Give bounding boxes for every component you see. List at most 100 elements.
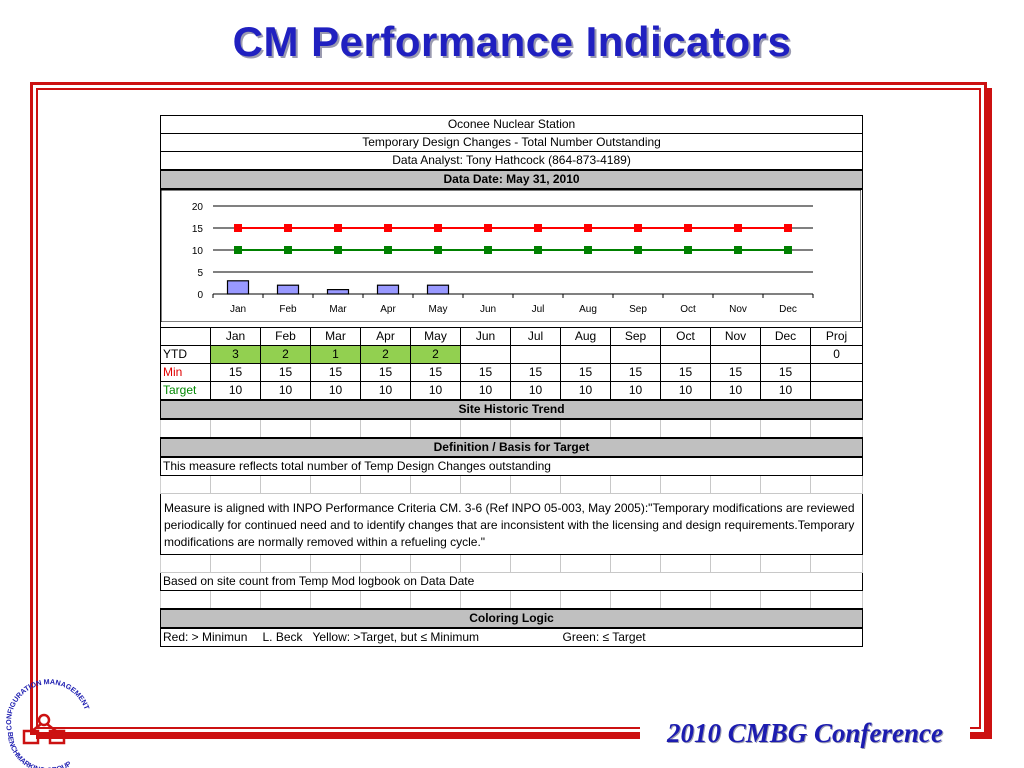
y-tick-label: 15 xyxy=(192,224,204,235)
series-marker xyxy=(784,246,792,254)
series-marker xyxy=(284,224,292,232)
series-marker xyxy=(434,246,442,254)
min-cell: 15 xyxy=(760,363,811,382)
min-cell: 15 xyxy=(510,363,561,382)
blank-cell xyxy=(660,418,711,439)
blank-cell xyxy=(660,590,711,610)
x-tick-label: Aug xyxy=(579,304,597,315)
indicator-name: Temporary Design Changes - Total Number … xyxy=(159,133,864,152)
min-cell: 15 xyxy=(210,363,261,382)
blank-cell xyxy=(160,590,211,610)
series-marker xyxy=(484,246,492,254)
blank-cell xyxy=(660,554,711,573)
ytd-bar xyxy=(276,284,300,295)
ytd-proj-cell: 0 xyxy=(809,345,864,364)
ytd-row: YTD 3 2 1 2 2 0 xyxy=(160,345,864,364)
month-header: Sep xyxy=(610,327,661,346)
min-row: Min 15 15 15 15 15 15 15 15 15 15 15 15 xyxy=(160,363,864,382)
target-cell: 10 xyxy=(510,381,561,401)
blank-cell xyxy=(510,590,561,610)
series-marker xyxy=(384,246,392,254)
series-marker xyxy=(534,224,542,232)
series-marker xyxy=(284,246,292,254)
footer-conference: 2010 CMBG Conference xyxy=(667,718,943,748)
blank-cell xyxy=(410,418,461,439)
min-cell: 15 xyxy=(610,363,661,382)
proj-header: Proj xyxy=(809,327,864,346)
data-analyst: Data Analyst: Tony Hathcock (864-873-418… xyxy=(159,151,864,171)
x-tick-label: Nov xyxy=(729,304,747,315)
chart-cell: 0 5 10 15 20 Jan Feb Mar Apr May Jun Jul Aug Sep Oct No… xyxy=(159,188,864,328)
x-tick-label: Apr xyxy=(380,304,396,315)
target-cell: 10 xyxy=(660,381,711,401)
min-cell: 15 xyxy=(360,363,411,382)
blank-cell xyxy=(760,590,811,610)
min-cell: 15 xyxy=(660,363,711,382)
basis-line: Based on site count from Temp Mod logboo… xyxy=(159,572,864,591)
target-cell: 10 xyxy=(310,381,361,401)
x-tick-label: Dec xyxy=(779,304,797,315)
target-cell: 10 xyxy=(610,381,661,401)
ytd-cell: 1 xyxy=(310,345,361,364)
min-cell: 15 xyxy=(310,363,361,382)
blank-cell xyxy=(560,418,611,439)
blank-cell xyxy=(710,554,761,573)
target-row: Target 10 10 10 10 10 10 10 10 10 10 10 10 xyxy=(160,381,864,401)
blank-cell xyxy=(260,590,311,610)
y-tick-label: 20 xyxy=(192,202,204,213)
ytd-cell xyxy=(710,345,761,364)
month-header: Aug xyxy=(560,327,611,346)
blank-cell xyxy=(210,418,261,439)
cmbg-logo: CONFIGURATION MANAGEMENT BENCHMARKING GR… xyxy=(4,677,92,768)
blank-cell xyxy=(660,475,711,494)
blank-cell xyxy=(460,475,511,494)
min-cell: 15 xyxy=(260,363,311,382)
blank-cell xyxy=(360,418,411,439)
ytd-cell xyxy=(560,345,611,364)
x-tick-label: Feb xyxy=(279,304,297,315)
blank-cell xyxy=(410,475,461,494)
series-marker xyxy=(334,224,342,232)
blank-cell xyxy=(310,554,361,573)
y-tick-label: 0 xyxy=(197,290,203,301)
blank-cell xyxy=(710,590,761,610)
frame-shadow-right xyxy=(987,88,992,739)
coloring-red: Red: > Minimun xyxy=(160,627,261,647)
blank-cell xyxy=(210,590,261,610)
blank-cell xyxy=(809,554,864,573)
blank-cell xyxy=(710,475,761,494)
min-cell: 15 xyxy=(560,363,611,382)
blank-row xyxy=(160,418,864,439)
blank-cell xyxy=(460,554,511,573)
series-marker xyxy=(534,246,542,254)
blank-row xyxy=(160,554,864,573)
slide-frame-inner xyxy=(36,88,981,729)
ytd-label: YTD xyxy=(160,345,211,364)
ytd-cell xyxy=(460,345,511,364)
target-cell: 10 xyxy=(760,381,811,401)
blank-cell xyxy=(510,418,561,439)
target-cell: 10 xyxy=(460,381,511,401)
month-header: Oct xyxy=(660,327,711,346)
ytd-bar xyxy=(376,284,400,295)
month-header: May xyxy=(410,327,461,346)
month-header: Apr xyxy=(360,327,411,346)
blank-cell xyxy=(760,418,811,439)
ytd-bar xyxy=(326,288,350,295)
series-marker xyxy=(484,224,492,232)
blank-cell xyxy=(560,590,611,610)
month-header: Jul xyxy=(510,327,561,346)
blank-cell xyxy=(210,554,261,573)
x-tick-label: Jan xyxy=(230,304,246,315)
blank-cell xyxy=(310,418,361,439)
series-marker xyxy=(734,224,742,232)
blank-cell xyxy=(760,475,811,494)
blank-cell xyxy=(310,590,361,610)
min-label: Min xyxy=(160,363,211,382)
corner-cell xyxy=(160,327,211,346)
target-cell: 10 xyxy=(360,381,411,401)
blank-cell xyxy=(510,554,561,573)
data-date: Data Date: May 31, 2010 xyxy=(159,169,864,190)
station-name: Oconee Nuclear Station xyxy=(159,115,864,134)
month-header-row: Jan Feb Mar Apr May Jun Jul Aug Sep Oct Nov Dec Proj xyxy=(160,327,864,346)
